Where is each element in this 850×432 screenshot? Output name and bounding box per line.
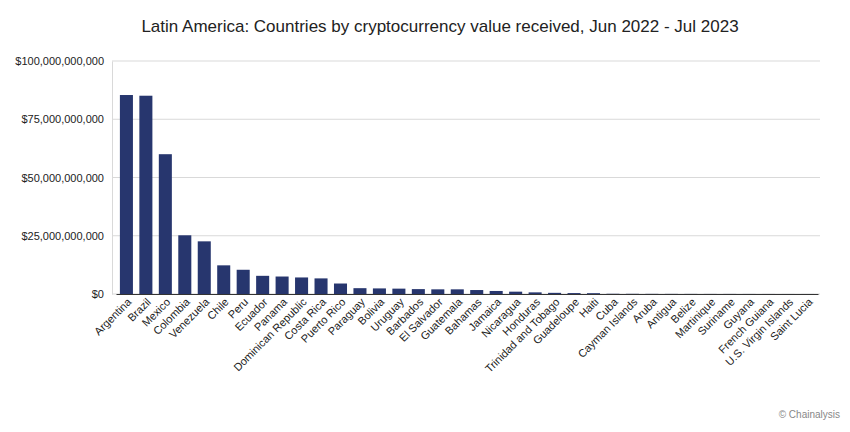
title: Latin America: Countries by cryptocurren… [141, 17, 738, 36]
bar [198, 241, 211, 294]
x-tick: Cayman Islands [575, 294, 640, 360]
bar [120, 95, 133, 294]
bar [315, 278, 328, 294]
y-tick-label: $50,000,000,000 [21, 172, 104, 184]
bar [606, 293, 619, 294]
grid [112, 61, 820, 294]
x-tick-label: Venezuela [167, 295, 212, 340]
bar [392, 289, 405, 294]
y-tick-label: $100,000,000,000 [15, 55, 104, 67]
y-tick: $100,000,000,000 [15, 55, 112, 67]
bar [626, 293, 639, 294]
bar [276, 277, 289, 294]
bar [139, 96, 152, 294]
bar [451, 289, 464, 294]
x-axis-line [117, 294, 819, 295]
grid-line [112, 177, 820, 178]
bar [490, 291, 503, 294]
y-tick: $50,000,000,000 [21, 172, 112, 184]
bar [723, 293, 736, 294]
bar [762, 293, 775, 294]
grid-line [112, 235, 820, 236]
bar [684, 293, 697, 294]
bar [237, 270, 250, 294]
x-tick: Venezuela [167, 294, 212, 340]
bar [334, 284, 347, 294]
bar [587, 293, 600, 294]
bar [412, 289, 425, 294]
bar [782, 293, 795, 294]
x-tick-label: Saint Lucia [768, 295, 816, 343]
x-tick: Saint Lucia [768, 294, 816, 343]
y-tick: $0 [92, 288, 112, 300]
bar [665, 293, 678, 294]
bar [217, 265, 230, 294]
x-tick: Guadeloupe [530, 294, 581, 347]
x-tick: Chile [205, 294, 231, 322]
x-tick-label: Chile [205, 296, 231, 322]
y-tick-label: $0 [92, 288, 104, 300]
chart: Latin America: Countries by cryptocurren… [0, 0, 850, 432]
bar [431, 289, 444, 294]
bar [743, 293, 756, 294]
x-tick-label: Guadeloupe [530, 296, 581, 347]
bar [470, 290, 483, 294]
bar [256, 276, 269, 294]
bar [529, 292, 542, 294]
x-axis: ArgentinaBrazilMexicoColombiaVenezuelaCh… [92, 294, 819, 375]
y-tick: $25,000,000,000 [21, 230, 112, 242]
y-tick-label: $25,000,000,000 [21, 230, 104, 242]
bar [801, 293, 814, 294]
y-tick-label: $75,000,000,000 [21, 113, 104, 125]
bar [178, 235, 191, 294]
bar [509, 292, 522, 294]
bars [120, 95, 814, 294]
bar [568, 293, 581, 294]
y-tick: $75,000,000,000 [21, 113, 112, 125]
grid-line [112, 119, 820, 120]
bar [548, 293, 561, 294]
bar [704, 293, 717, 294]
bar [295, 277, 308, 294]
bar [159, 154, 172, 294]
y-axis: $0 $25,000,000,000 $50,000,000,000 $75,000,… [15, 55, 112, 300]
x-tick-label: Cayman Islands [575, 295, 640, 360]
bar [353, 288, 366, 294]
bar [373, 288, 386, 294]
grid-line [112, 61, 820, 62]
y-axis-line [112, 62, 113, 295]
bar [645, 293, 658, 294]
source: © Chainalysis [779, 409, 840, 420]
